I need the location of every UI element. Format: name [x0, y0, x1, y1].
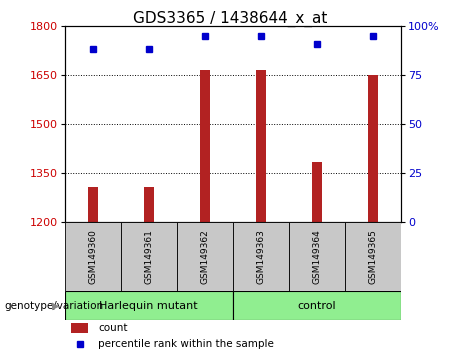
Text: GSM149365: GSM149365	[368, 229, 378, 284]
Text: Harlequin mutant: Harlequin mutant	[100, 301, 198, 311]
Text: GSM149362: GSM149362	[200, 229, 209, 284]
Bar	[289, 222, 345, 291]
Bar	[256, 70, 266, 222]
Bar	[345, 222, 401, 291]
Bar	[65, 291, 233, 320]
Bar	[312, 162, 322, 222]
Bar	[233, 291, 401, 320]
Bar	[88, 187, 98, 222]
Text: count: count	[98, 323, 128, 333]
Bar	[144, 187, 154, 222]
Text: GSM149364: GSM149364	[313, 229, 321, 284]
Text: genotype/variation: genotype/variation	[5, 301, 104, 311]
Text: GSM149363: GSM149363	[256, 229, 266, 284]
Text: control: control	[298, 301, 336, 311]
Text: GSM149360: GSM149360	[88, 229, 97, 284]
Bar	[71, 324, 88, 333]
Bar	[368, 75, 378, 222]
Text: percentile rank within the sample: percentile rank within the sample	[98, 339, 274, 349]
Bar	[200, 70, 210, 222]
Bar	[65, 222, 121, 291]
Bar	[177, 222, 233, 291]
Bar	[121, 222, 177, 291]
Bar	[233, 222, 289, 291]
Text: GDS3365 / 1438644_x_at: GDS3365 / 1438644_x_at	[133, 11, 328, 27]
Text: ▶: ▶	[53, 301, 60, 311]
Text: GSM149361: GSM149361	[144, 229, 153, 284]
